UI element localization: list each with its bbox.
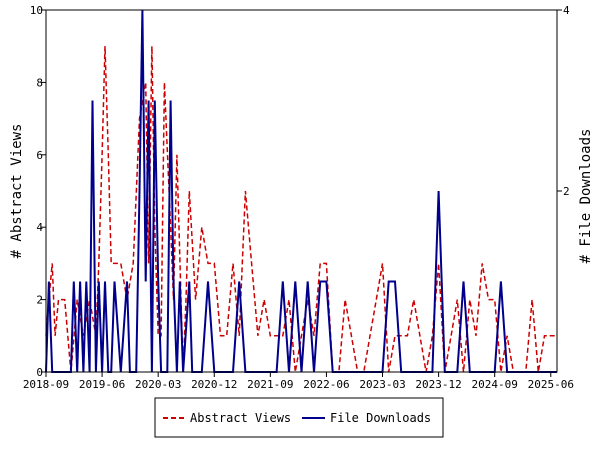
- y-axis-right: 24: [557, 4, 570, 198]
- y-left-tick-label: 2: [36, 294, 43, 307]
- plot-area-frame: [45, 9, 558, 373]
- series-line-file-downloads: [45, 9, 557, 373]
- legend-label-abstract-views: Abstract Views: [190, 411, 291, 425]
- x-tick-label: 2021-09: [247, 378, 293, 391]
- legend: Abstract Views File Downloads: [154, 397, 444, 438]
- y-left-tick-label: 0: [36, 366, 43, 379]
- y-axis-right-title: # File Downloads: [578, 129, 594, 264]
- x-tick-label: 2023-12: [415, 378, 461, 391]
- x-tick-label: 2024-09: [472, 378, 518, 391]
- y-axis-left-title: # Abstract Views: [9, 124, 25, 259]
- x-tick-label: 2025-06: [528, 378, 574, 391]
- chart-lines-layer: [45, 9, 557, 373]
- y-left-tick-label: 10: [30, 4, 43, 17]
- x-tick-label: 2020-12: [191, 378, 237, 391]
- y-left-tick-label: 6: [36, 149, 43, 162]
- y-right-tick-label: 4: [563, 4, 570, 17]
- legend-box: [154, 397, 444, 438]
- x-tick-label: 2018-09: [23, 378, 69, 391]
- x-axis: 2018-09 2019-06 2020-03 2020-12 2021-09 2022-…: [23, 372, 574, 391]
- x-tick-label: 2023-03: [359, 378, 405, 391]
- series-line-abstract-views: [45, 46, 557, 373]
- y-right-tick-label: 2: [563, 185, 570, 198]
- x-tick-label: 2019-06: [79, 378, 125, 391]
- x-tick-label: 2022-06: [303, 378, 349, 391]
- y-left-tick-label: 8: [36, 76, 43, 89]
- y-axis-left: 0 2 4 6 8 10: [30, 4, 46, 379]
- legend-label-file-downloads: File Downloads: [330, 411, 431, 425]
- x-tick-label: 2020-03: [135, 378, 181, 391]
- y-left-tick-label: 4: [36, 221, 43, 234]
